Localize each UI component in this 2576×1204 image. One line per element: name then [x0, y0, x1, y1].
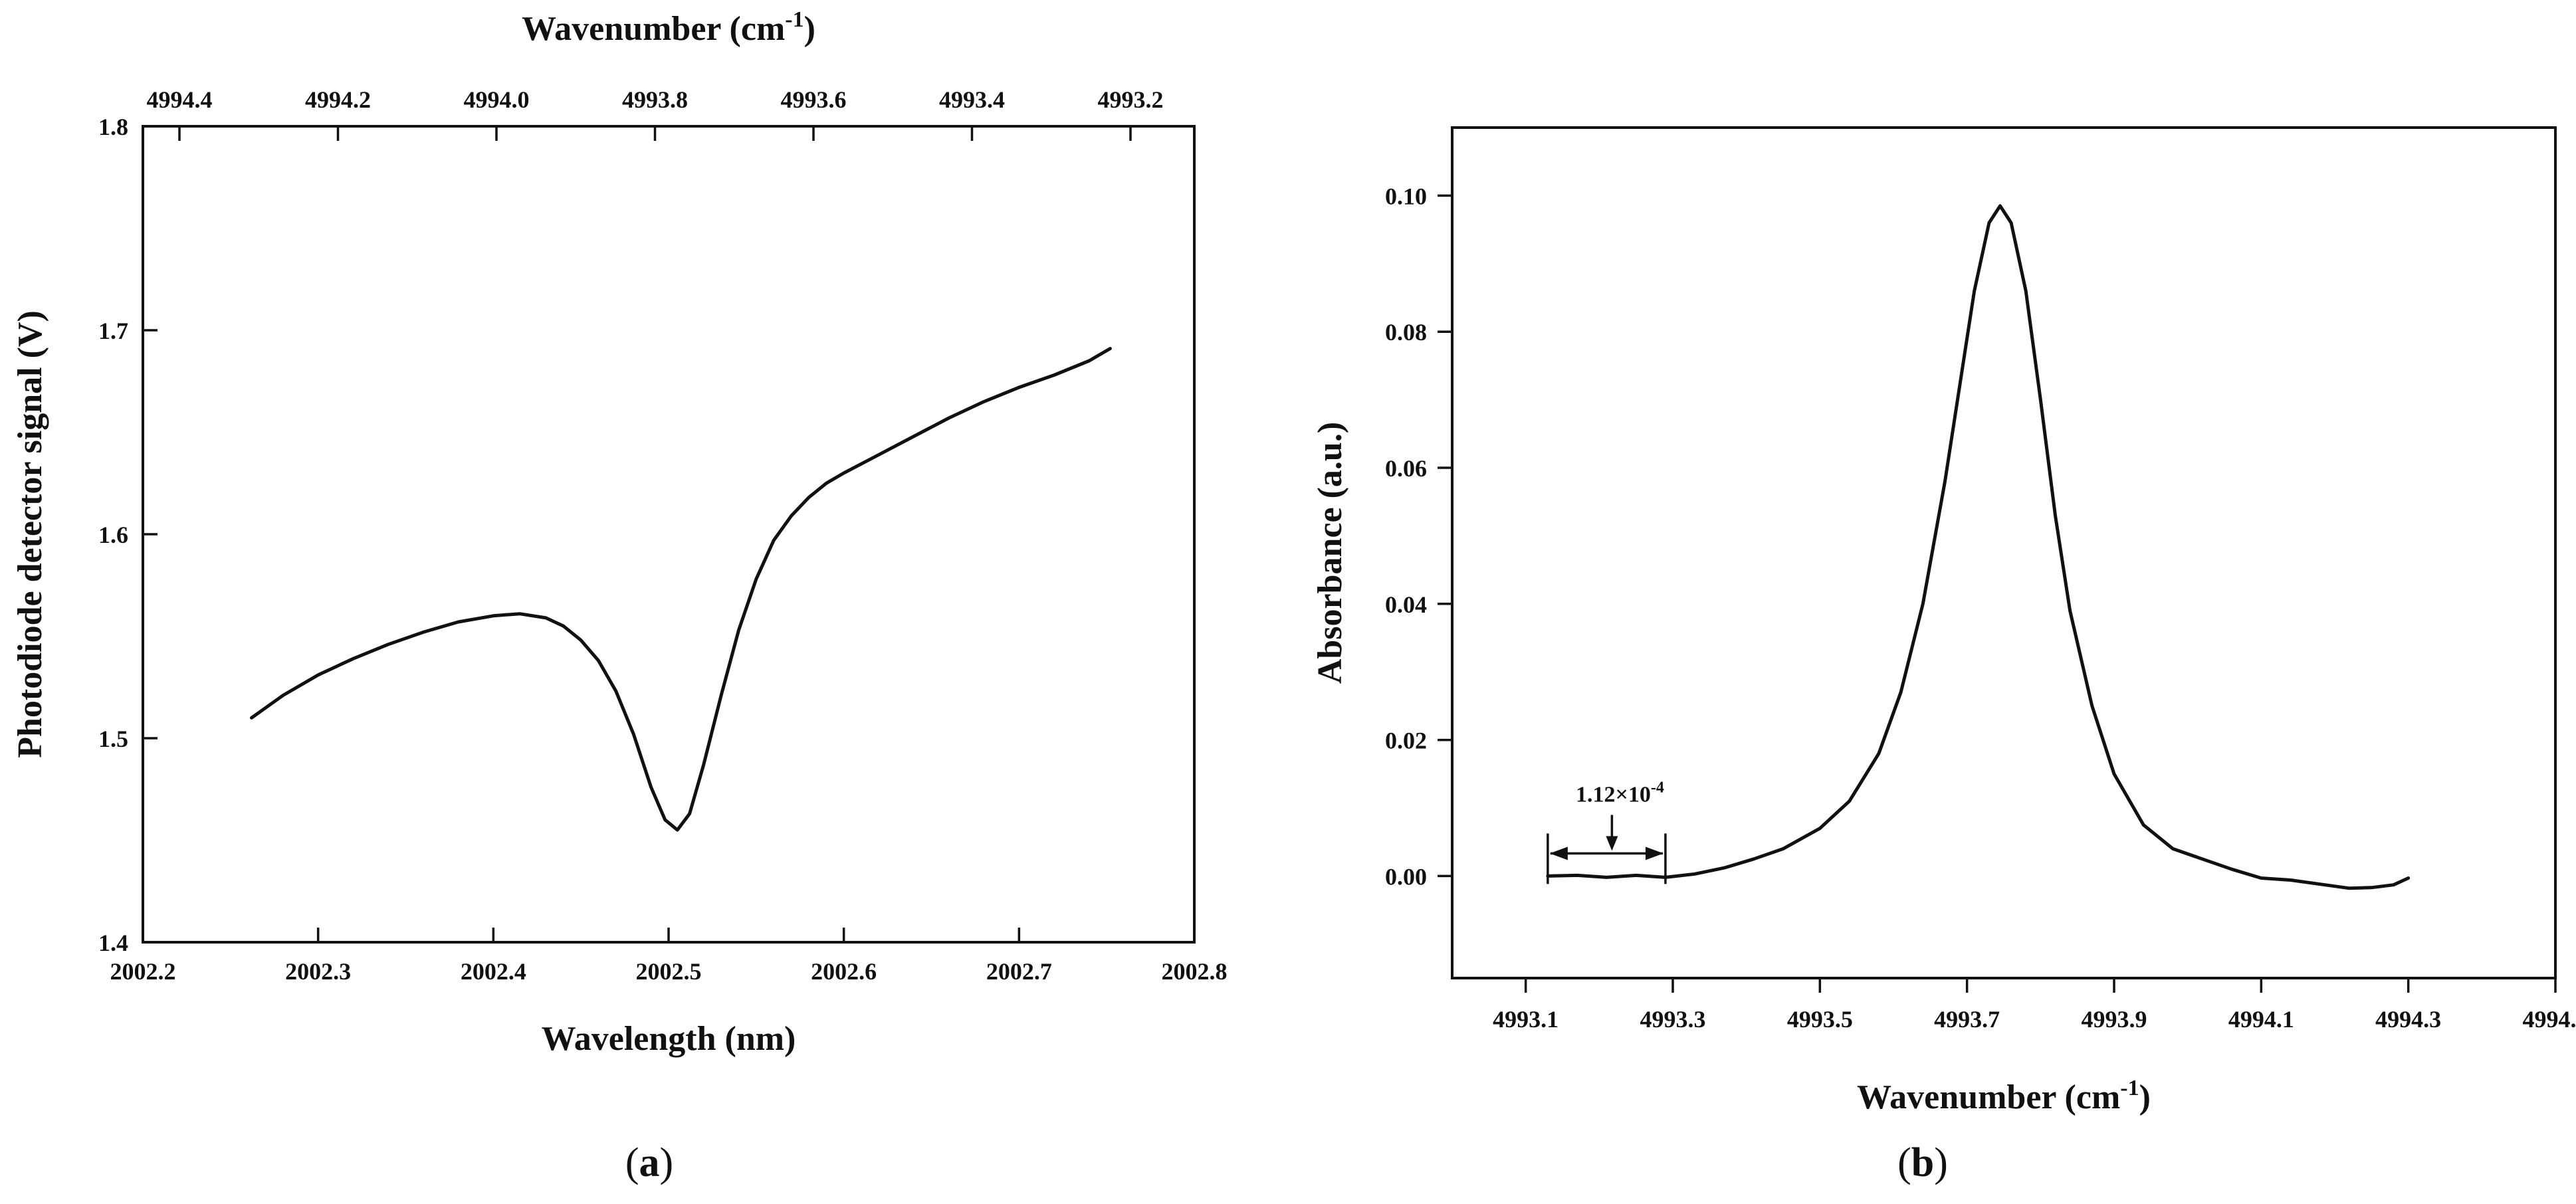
chart-a-panel-letter: a	[639, 1140, 660, 1185]
chart-b-y-tick-label: 0.10	[1385, 183, 1427, 209]
chart-b-ticks	[1438, 194, 2557, 993]
chart-b-x-tick-label: 4993.1	[1493, 1006, 1558, 1033]
chart-a-plot-frame	[142, 125, 1196, 944]
chart-b-y-tick-label: 0.00	[1385, 863, 1427, 890]
chart-b-annotation-label: 1.12×10-4	[1576, 779, 1664, 807]
chart-a: 2002.2 2002.3 2002.4 2002.5 2002.6 2002.7 2002…	[11, 7, 1228, 1185]
chart-b-panel-letter: b	[1911, 1140, 1934, 1185]
chart-b-annotation-label-superscript: -4	[1651, 779, 1664, 796]
chart-b-y-tick-label: 0.02	[1385, 728, 1427, 754]
chart-b-x-axis-title-end: )	[2139, 1078, 2151, 1116]
chart-a-y-tick-label: 1.5	[98, 726, 128, 752]
chart-b-x-axis-title-main: Wavenumber (cm	[1857, 1078, 2120, 1116]
chart-a-top-tick-label: 4993.8	[622, 86, 688, 113]
chart-b-y-tick-label: 0.08	[1385, 319, 1427, 346]
chart-b-annotation-right-arrowhead	[1645, 847, 1664, 860]
chart-b-x-tick-label: 4994.5	[2523, 1006, 2576, 1033]
chart-b-x-tick-label: 4994.1	[2228, 1006, 2294, 1033]
chart-a-top-axis-title: Wavenumber (cm-1)	[522, 7, 815, 48]
chart-b-x-axis-title: Wavenumber (cm-1)	[1857, 1076, 2151, 1116]
chart-b-absorbance-line	[1546, 204, 2411, 890]
chart-b-y-tick-label: 0.06	[1385, 455, 1427, 482]
chart-a-top-tick-label: 4993.6	[781, 86, 847, 113]
chart-a-x-tick-label: 2002.4	[461, 958, 526, 985]
chart-b-x-tick-label: 4993.5	[1787, 1006, 1853, 1033]
chart-b-x-tick-label: 4993.9	[2082, 1006, 2147, 1033]
chart-b-x-tick-label: 4993.7	[1934, 1006, 2000, 1033]
chart-b-annotation: 1.12×10-4	[1547, 779, 1667, 884]
chart-a-x-tick-label: 2002.7	[986, 958, 1052, 985]
chart-b-x-tick-label: 4994.3	[2375, 1006, 2441, 1033]
chart-b-annotation-label-main: 1.12×10	[1576, 782, 1651, 807]
chart-a-panel-label: (a)	[625, 1140, 673, 1185]
chart-a-x-tick-label: 2002.2	[110, 958, 176, 985]
chart-a-top-tick-label: 4994.4	[147, 86, 213, 113]
chart-a-y-tick-label: 1.6	[98, 522, 128, 548]
chart-a-x-tick-label: 2002.5	[636, 958, 702, 985]
chart-a-x-axis-title: Wavelength (nm)	[542, 1020, 796, 1058]
chart-b-y-axis-title: Absorbance (a.u.)	[1311, 422, 1349, 684]
chart-a-x-tick-label: 2002.8	[1162, 958, 1228, 985]
chart-a-y-tick-label: 1.7	[98, 318, 128, 344]
chart-b-panel-label: (b)	[1897, 1140, 1948, 1185]
chart-a-y-axis-title: Photodiode detector signal (V)	[11, 310, 49, 758]
chart-b-plot-frame	[1451, 126, 2557, 979]
chart-a-y-tick-label: 1.8	[98, 114, 128, 140]
chart-a-top-tick-label: 4993.2	[1098, 86, 1164, 113]
chart-b-y-tick-label: 0.04	[1385, 591, 1427, 618]
chart-a-top-tick-label: 4994.2	[305, 86, 371, 113]
chart-a-top-axis-title-main: Wavenumber (cm	[522, 10, 785, 48]
chart-b-tick-labels: 4993.1 4993.3 4993.5 4993.7 4993.9 4994.1 4994…	[1385, 183, 2576, 1033]
chart-b-annotation-pointer-arrowhead	[1606, 836, 1618, 851]
chart-b: 4993.1 4993.3 4993.5 4993.7 4993.9 4994.1 4994…	[1311, 126, 2576, 1185]
chart-a-top-axis-title-superscript: -1	[785, 7, 804, 32]
chart-a-x-tick-label: 2002.3	[285, 958, 351, 985]
chart-a-top-axis-title-end: )	[804, 10, 815, 48]
chart-b-annotation-left-arrowhead	[1549, 847, 1568, 860]
chart-a-x-tick-label: 2002.6	[811, 958, 877, 985]
chart-a-tick-labels: 2002.2 2002.3 2002.4 2002.5 2002.6 2002.7 2002…	[98, 86, 1228, 985]
chart-a-ticks	[142, 125, 1196, 944]
chart-b-x-tick-label: 4993.3	[1640, 1006, 1706, 1033]
chart-a-signal-line	[250, 347, 1112, 832]
chart-a-top-tick-label: 4993.4	[939, 86, 1005, 113]
chart-a-y-tick-label: 1.4	[98, 930, 128, 956]
chart-a-top-tick-label: 4994.0	[464, 86, 530, 113]
chart-b-x-axis-title-superscript: -1	[2120, 1076, 2139, 1100]
